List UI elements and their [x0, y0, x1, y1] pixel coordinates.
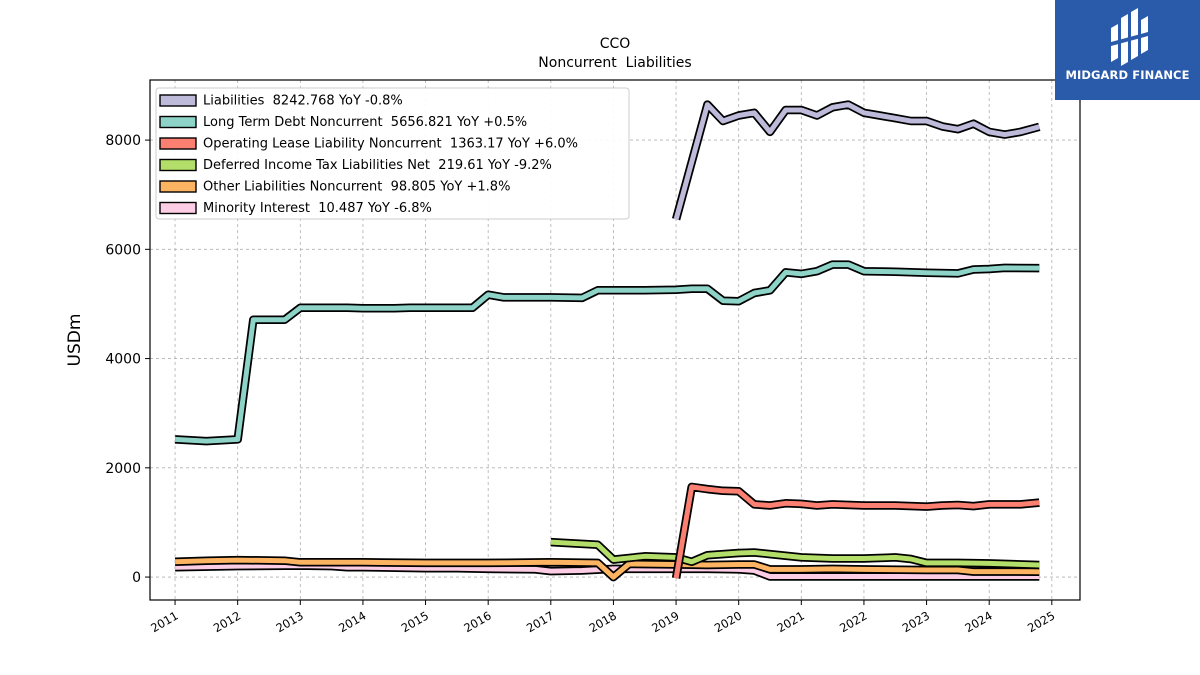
legend: Liabilities 8242.768 YoY -0.8% Long Term …: [155, 87, 630, 220]
legend-swatch: [159, 201, 197, 215]
series-line: [673, 484, 1040, 579]
series-lines: [174, 100, 1041, 582]
legend-swatch: [159, 94, 197, 107]
legend-entry-label: Other Liabilities Noncurrent 98.805 YoY …: [203, 180, 510, 195]
x-tick-label: 2011: [148, 608, 180, 635]
x-tick-label: 2025: [1025, 608, 1057, 635]
brand-logo: MIDGARD FINANCE: [1055, 0, 1200, 100]
x-tick-label: 2018: [587, 608, 619, 635]
y-axis: 0 2000 4000 6000 8000: [105, 133, 150, 586]
legend-swatch: [159, 180, 197, 193]
brand-logo-mark-icon: [1111, 8, 1148, 66]
x-tick-label: 2014: [336, 608, 368, 635]
x-tick-label: 2012: [211, 608, 243, 635]
x-tick-label: 2023: [900, 608, 932, 635]
x-tick-label: 2013: [273, 608, 305, 635]
legend-entry-label: Minority Interest 10.487 YoY -6.8%: [203, 201, 432, 216]
series-line: [175, 563, 1040, 579]
y-axis-label: USDm: [65, 314, 85, 367]
legend-entry-label: Operating Lease Liability Noncurrent 136…: [203, 137, 578, 152]
x-tick-label: 2017: [524, 608, 556, 635]
legend-entry-label: Liabilities 8242.768 YoY -0.8%: [203, 94, 403, 109]
x-tick-label: 2024: [962, 608, 994, 635]
series-long-term-debt-noncurrent: [174, 260, 1040, 446]
x-axis: 2011 2012 2013 2014 2015 2016 2017 2018 2019 2020…: [148, 600, 1057, 635]
chart-title: CCO: [600, 36, 631, 52]
series-line: [174, 262, 1040, 444]
legend-swatch: [159, 158, 197, 172]
y-tick-label: 6000: [105, 242, 141, 258]
legend-swatch: [159, 115, 197, 129]
legend-box: [155, 87, 630, 220]
series-operating-lease-liability-noncurrent: [671, 482, 1040, 579]
y-tick-label: 8000: [105, 133, 141, 149]
y-tick-label: 4000: [105, 352, 141, 368]
brand-name: MIDGARD FINANCE: [1065, 68, 1190, 82]
x-tick-label: 2016: [461, 608, 493, 635]
x-tick-label: 2020: [712, 608, 744, 635]
series-line: [550, 539, 1040, 568]
x-tick-label: 2019: [649, 608, 681, 635]
x-tick-label: 2021: [774, 608, 806, 635]
plot-frame: [149, 79, 1081, 601]
series-line: [673, 102, 1040, 220]
series-line-outline: [671, 100, 1041, 221]
y-tick-label: 2000: [105, 461, 141, 477]
x-tick-label: 2022: [837, 608, 869, 635]
legend-entry-label: Long Term Debt Noncurrent 5656.821 YoY +…: [203, 115, 527, 130]
legend-swatch: [159, 137, 197, 150]
chart-subtitle: Noncurrent Liabilities: [538, 55, 691, 71]
series-minority-interest: [175, 561, 1040, 581]
legend-entry-label: Deferred Income Tax Liabilities Net 219.…: [203, 158, 552, 173]
series-deferred-income-tax-liabilities-net: [550, 537, 1040, 570]
series-liabilities: [671, 100, 1041, 221]
y-tick-label: 0: [132, 570, 141, 586]
x-tick-label: 2015: [399, 608, 431, 635]
